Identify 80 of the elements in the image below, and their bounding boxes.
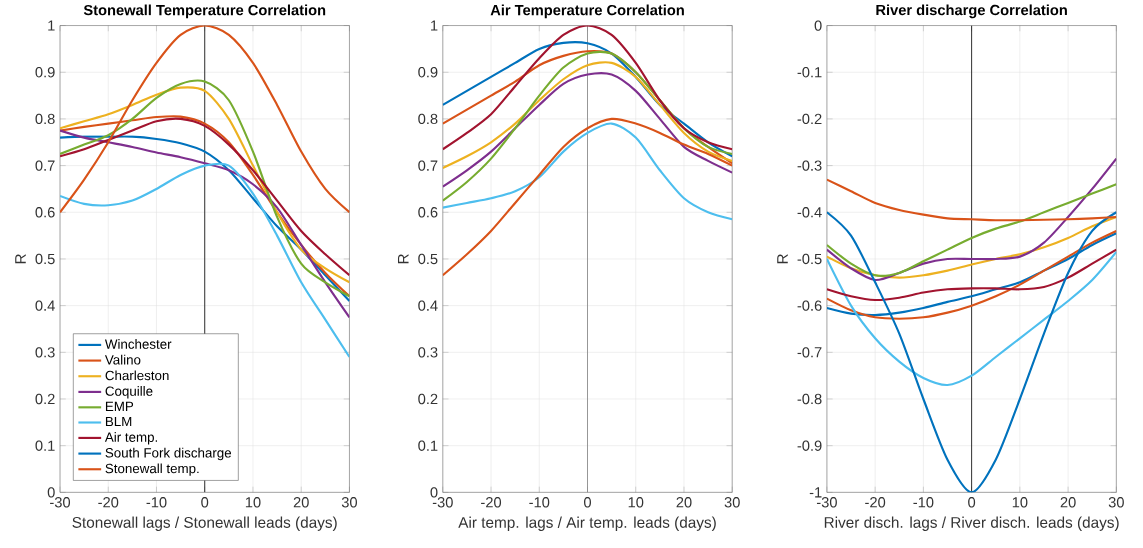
x-tick-label: 10 (1012, 496, 1028, 508)
x-tick-label: -20 (481, 496, 502, 508)
y-tick-label: 0.7 (35, 160, 55, 171)
y-tick-label: 0.6 (418, 206, 438, 218)
x-tick-label: -20 (98, 496, 119, 508)
y-tick-label: 0.3 (418, 346, 438, 358)
y-tick-label: 0 (814, 20, 822, 31)
legend-label: Winchester (104, 338, 172, 349)
x-tick-label: 20 (676, 496, 692, 508)
y-tick-label: 0.1 (418, 440, 438, 451)
y-tick-label: 0.5 (35, 253, 55, 264)
y-tick-label: -0.6 (797, 300, 822, 311)
x-axis-title: Stonewall lags / Stonewall leads (days) (72, 516, 337, 531)
y-tick-label: 1 (48, 20, 55, 31)
line-series (826, 183, 1117, 277)
y-tick-label: 1 (431, 20, 438, 31)
x-tick-label: 10 (628, 496, 644, 508)
y-tick-label: 0.6 (35, 206, 55, 218)
y-tick-label: 0.2 (418, 393, 438, 405)
y-tick-label: 0.9 (35, 66, 55, 78)
x-tick-label: 30 (724, 496, 740, 508)
y-tick-label: -0.8 (797, 393, 822, 405)
x-tick-label: -10 (913, 496, 934, 508)
chart-title: Air Temperature Correlation (490, 4, 684, 18)
y-tick-label: 0.4 (35, 300, 55, 311)
y-tick-label: 0.5 (418, 253, 438, 264)
line-series (826, 248, 1117, 301)
legend-label: South Fork discharge (105, 447, 232, 460)
x-tick-label: -10 (529, 496, 550, 508)
y-tick-label: 0 (47, 486, 55, 498)
x-tick-label: 30 (1108, 496, 1124, 508)
x-tick-label: -30 (432, 496, 453, 508)
legend-label: Valino (104, 354, 141, 365)
line-series (826, 157, 1117, 281)
y-tick-label: 0.2 (35, 393, 55, 405)
line-series (826, 178, 1117, 222)
y-tick-label: -0.2 (797, 113, 822, 124)
legend-label: Charleston (105, 370, 169, 381)
y-tick-label: 0.4 (418, 300, 438, 311)
y-tick-label: 0.8 (35, 113, 55, 124)
legend-label: Coquille (105, 385, 153, 399)
chart-title: Stonewall Temperature Correlation (83, 4, 326, 18)
line-series (826, 211, 1117, 493)
y-axis-title: R (398, 253, 409, 264)
legend-label: BLM (105, 416, 132, 426)
y-axis-title: R (777, 253, 788, 264)
line-series (442, 25, 733, 151)
y-tick-label: -1 (809, 487, 822, 498)
y-axis-title: R (15, 253, 26, 264)
y-tick-label: -0.7 (797, 346, 822, 358)
x-tick-label: 20 (1060, 496, 1076, 508)
line-series (826, 250, 1117, 386)
x-tick-label: -20 (865, 496, 886, 508)
x-tick-label: 10 (245, 496, 261, 508)
line-series (826, 215, 1117, 279)
x-tick-label: 30 (341, 496, 358, 508)
x-tick-label: -30 (50, 496, 71, 508)
x-tick-label: 0 (583, 496, 591, 508)
y-tick-label: 0 (430, 486, 438, 498)
y-tick-label: 0.7 (418, 160, 438, 171)
chart-title: River discharge Correlation (876, 4, 1067, 18)
y-tick-label: 0.3 (35, 346, 55, 358)
x-tick-label: 20 (293, 496, 309, 508)
y-tick-label: 0.8 (418, 113, 438, 124)
x-tick-label: 0 (968, 496, 976, 508)
y-tick-label: 0.1 (35, 440, 55, 451)
x-axis-title: River disch. lags / River disch. leads (days) (824, 516, 1119, 531)
x-axis-title: Air temp. lags / Air temp. leads (days) (458, 516, 716, 531)
legend-label: Stonewall temp. (105, 463, 199, 476)
y-tick-label: -0.3 (797, 160, 822, 171)
y-tick-label: -0.1 (797, 66, 822, 78)
y-tick-label: 0.9 (418, 66, 438, 78)
y-tick-label: -0.4 (797, 206, 822, 218)
y-tick-label: -0.5 (797, 253, 822, 264)
x-tick-label: 0 (201, 496, 209, 508)
y-tick-label: -0.9 (797, 440, 822, 451)
line-series (442, 122, 733, 221)
legend-label: EMP (105, 401, 134, 411)
legend-label: Air temp. (104, 431, 158, 445)
x-tick-label: -10 (146, 496, 167, 508)
